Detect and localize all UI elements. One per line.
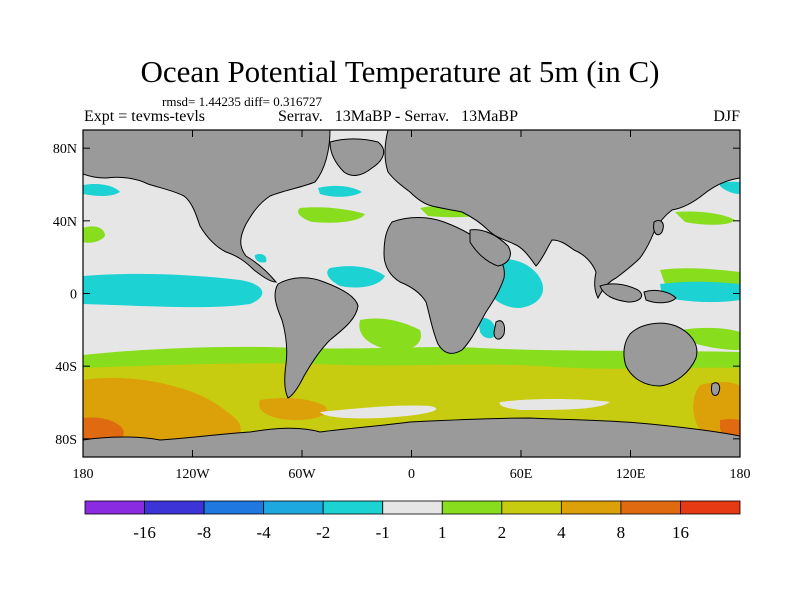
north-america-landmass xyxy=(83,130,331,283)
lon-tick-label: 60E xyxy=(510,467,533,482)
arabia-landmass xyxy=(469,229,511,267)
lon-tick-label: 120W xyxy=(175,467,210,482)
lon-tick-label: 0 xyxy=(408,467,415,482)
chart-title: Ocean Potential Temperature at 5m (in C) xyxy=(140,54,660,89)
madagascar-channel-cool-patch xyxy=(478,317,496,339)
colorbar-swatch xyxy=(322,500,384,515)
experiment-label: Expt = tevms-tevls xyxy=(84,108,206,125)
lon-tick-label: 120E xyxy=(616,467,646,482)
east-pacific-cool-band xyxy=(660,281,740,303)
colorbar-swatch xyxy=(203,500,265,515)
season-label: DJF xyxy=(713,108,740,125)
antarctica-landmass xyxy=(83,417,740,457)
lat-tick-label: 40N xyxy=(53,215,77,230)
south-pacific-warm-strip xyxy=(680,327,740,350)
lat-tick-label: 40S xyxy=(55,360,77,375)
colorbar-label: -16 xyxy=(133,523,156,542)
australia-landmass xyxy=(623,322,698,387)
north-atlantic-cool-patch xyxy=(720,181,740,194)
map-area xyxy=(83,130,740,457)
colorbar-swatch xyxy=(441,500,503,515)
lon-tick-label: 60W xyxy=(288,467,316,482)
japan-landmass xyxy=(653,219,664,236)
colorbar-label: -2 xyxy=(316,523,330,542)
north-pacific-cool-patch xyxy=(83,183,120,196)
lat-tick-label: 0 xyxy=(70,288,77,303)
nw-pacific-warm-patch xyxy=(675,211,735,225)
maritime-continent-landmass xyxy=(599,283,643,303)
colorbar-label: 8 xyxy=(617,523,626,542)
colorbar-swatch xyxy=(620,500,681,515)
lat-tick-label: 80S xyxy=(55,433,77,448)
axis-layer: 80N 40N 0 40S 80S 180 120W 60W 0 60E 120E 180 xyxy=(53,130,751,482)
colorbar-label: 4 xyxy=(557,523,566,542)
colorbar-swatch xyxy=(680,500,741,515)
colorbar-label: -8 xyxy=(197,523,211,542)
north-atlantic-warm-patch xyxy=(298,207,365,223)
caribbean-cool-patch xyxy=(254,253,267,263)
colorbar-swatch xyxy=(263,500,324,515)
south-america-landmass xyxy=(274,277,359,399)
comparison-label: Serrav. 13MaBP - Serrav. 13MaBP xyxy=(278,108,518,125)
colorbar-swatch xyxy=(84,500,145,515)
colorbar-swatch xyxy=(144,500,205,515)
lat-tick-label: 80N xyxy=(53,142,77,157)
colorbar-swatch xyxy=(560,500,622,515)
southern-ocean-cool-strip xyxy=(320,405,437,419)
southern-ocean-cool-strip-2 xyxy=(499,399,610,410)
equatorial-pacific-cool-band xyxy=(83,273,263,308)
colorbar-label: -1 xyxy=(376,523,390,542)
colorbar-label: 16 xyxy=(672,523,689,542)
labrador-cool-patch xyxy=(318,185,362,197)
colorbar-label: -4 xyxy=(257,523,272,542)
colorbar-label: 2 xyxy=(498,523,507,542)
stats-line: rmsd= 1.44235 diff= 0.316727 xyxy=(162,94,322,109)
equatorial-atlantic-cool-band xyxy=(327,266,385,288)
greenland-landmass xyxy=(329,138,385,176)
new-zealand-landmass xyxy=(711,382,721,397)
colorbar-label: 1 xyxy=(438,523,447,542)
madagascar-landmass xyxy=(493,320,505,340)
west-pacific-warm-patch xyxy=(83,226,105,243)
drake-warm-patch xyxy=(259,398,327,420)
south-atlantic-warm-patch xyxy=(359,318,421,351)
colorbar-swatch xyxy=(382,500,443,515)
lon-tick-label: 180 xyxy=(73,467,94,482)
lon-tick-label: 180 xyxy=(730,467,751,482)
colorbar-swatch xyxy=(501,500,562,515)
new-guinea-landmass xyxy=(643,289,677,304)
colorbar: -16 -8 -4 -2 -1 1 2 4 8 16 xyxy=(84,500,741,542)
